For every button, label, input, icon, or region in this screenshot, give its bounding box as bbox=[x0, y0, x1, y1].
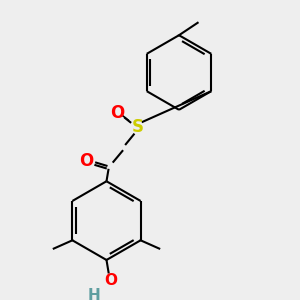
Text: O: O bbox=[79, 152, 93, 169]
Text: S: S bbox=[132, 118, 144, 136]
Text: O: O bbox=[104, 273, 117, 288]
Text: H: H bbox=[88, 288, 100, 300]
Text: O: O bbox=[110, 104, 124, 122]
